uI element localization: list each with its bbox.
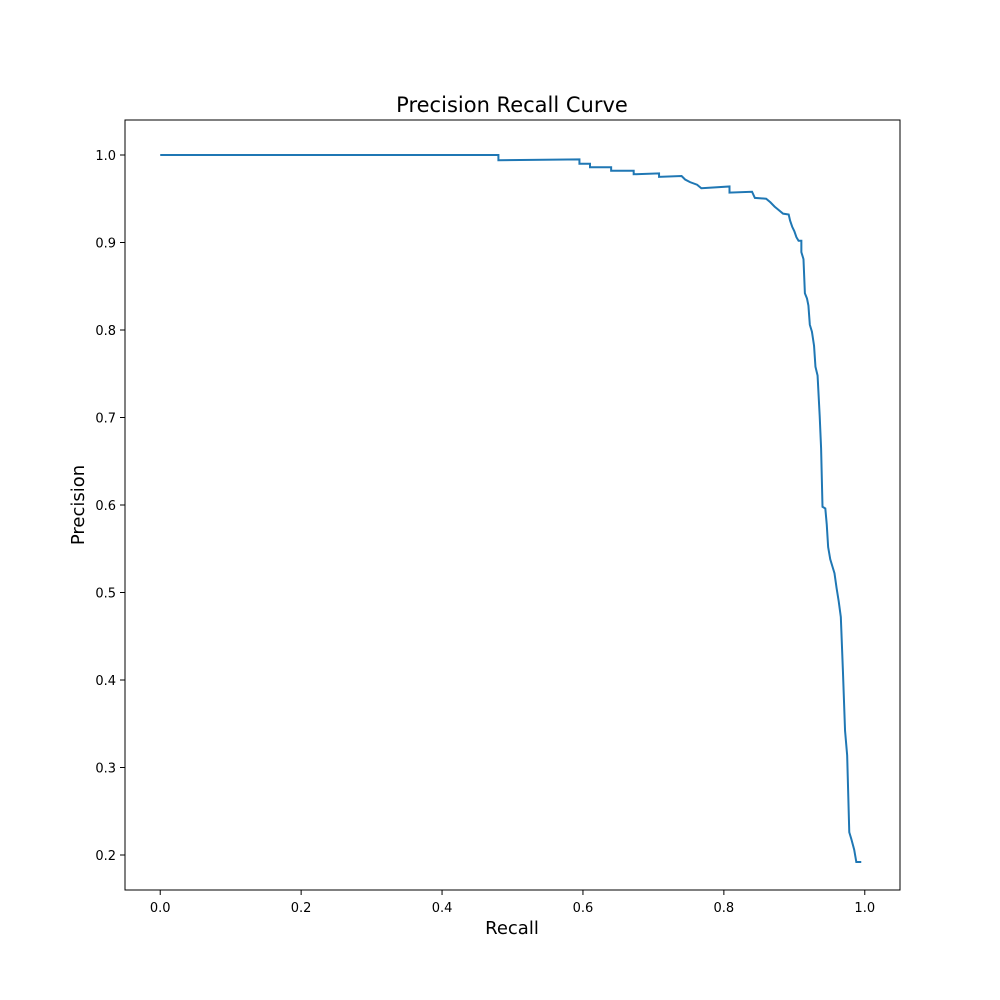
y-tick-label: 0.2 (95, 849, 116, 864)
y-tick-label: 0.8 (95, 324, 116, 339)
y-tick-label: 0.4 (95, 674, 116, 689)
x-tick-label: 0.0 (150, 901, 171, 916)
y-tick-label: 1.0 (95, 149, 116, 164)
precision-recall-line (160, 154, 862, 863)
y-tick-label: 0.7 (95, 412, 116, 427)
x-tick-label: 0.4 (432, 901, 453, 916)
y-axis-ticks: 0.2 0.3 0.4 0.5 0.6 0.7 0.8 0.9 1.0 (95, 149, 125, 864)
x-axis-label: Recall (485, 918, 539, 939)
y-tick-label: 0.5 (95, 587, 116, 602)
y-tick-label: 0.9 (95, 237, 116, 252)
x-tick-label: 1.0 (854, 901, 875, 916)
y-tick-label: 0.3 (95, 762, 116, 777)
x-axis-ticks: 0.0 0.2 0.4 0.6 0.8 1.0 (150, 890, 875, 916)
chart-title: Precision Recall Curve (396, 93, 628, 117)
x-tick-label: 0.6 (573, 901, 594, 916)
y-axis-label: Precision (68, 465, 89, 545)
x-tick-label: 0.2 (291, 901, 312, 916)
x-tick-label: 0.8 (714, 901, 735, 916)
y-tick-label: 0.6 (95, 499, 116, 514)
